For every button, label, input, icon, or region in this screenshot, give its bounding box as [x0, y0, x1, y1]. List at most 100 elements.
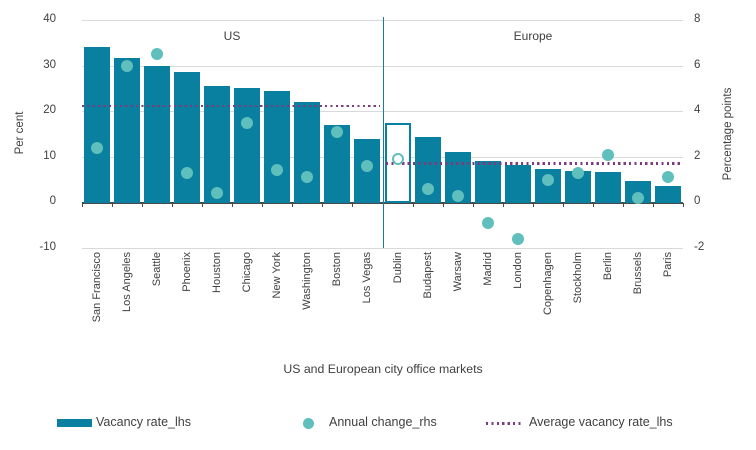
right-axis-tick--2: -2	[694, 241, 705, 253]
bar-san-francisco	[84, 47, 111, 204]
x-axis-tick	[262, 203, 264, 208]
legend-dotted-line-swatch-icon	[486, 422, 523, 425]
dot-houston	[211, 187, 224, 200]
right-axis-tick-2: 2	[694, 149, 701, 162]
dot-brussels	[631, 191, 644, 204]
x-label-copenhagen: Copenhagen	[541, 252, 554, 316]
dot-dublin	[391, 153, 404, 166]
x-label-new-york: New York	[271, 252, 284, 299]
legend-label-annual-change: Annual change_rhs	[329, 415, 437, 429]
x-axis-tick	[592, 203, 594, 208]
x-axis-tick	[112, 203, 114, 208]
dot-paris	[661, 171, 674, 184]
x-axis-tick	[652, 203, 654, 208]
x-label-london: London	[511, 252, 524, 289]
dot-los-angeles	[121, 59, 134, 72]
x-label-warsaw: Warsaw	[451, 252, 464, 292]
x-label-los-angeles: Los Angeles	[121, 252, 134, 312]
x-axis-tick	[472, 203, 474, 208]
dot-new-york	[271, 164, 284, 177]
x-axis-title: US and European city office markets	[283, 362, 483, 376]
x-axis-tick	[442, 203, 444, 208]
dot-washington	[301, 171, 314, 184]
x-label-boston: Boston	[331, 252, 344, 287]
bar-houston	[204, 85, 231, 204]
bar-boston	[324, 124, 351, 204]
dot-copenhagen	[541, 173, 554, 186]
x-axis-tick	[532, 203, 534, 208]
x-axis-tick	[412, 203, 414, 208]
right-axis-tick-0: 0	[694, 195, 701, 208]
dot-san-francisco	[91, 141, 104, 154]
bar-phoenix	[174, 71, 201, 204]
dot-chicago	[241, 116, 254, 129]
x-axis-tick	[142, 203, 144, 208]
x-label-brussels: Brussels	[631, 252, 644, 295]
right-axis-tick-6: 6	[694, 58, 701, 71]
x-axis-tick	[502, 203, 504, 208]
right-axis-title: Percentage points	[722, 87, 734, 181]
x-label-stockholm: Stockholm	[571, 252, 584, 304]
group-title-us: US	[223, 29, 241, 43]
legend-dot-swatch-icon	[303, 418, 314, 429]
x-label-budapest: Budapest	[421, 252, 434, 299]
gridline--10	[82, 248, 683, 249]
bar-los-angeles	[114, 58, 141, 204]
dot-seattle	[151, 48, 164, 61]
dot-stockholm	[571, 166, 584, 179]
x-axis-tick	[172, 203, 174, 208]
x-axis-tick	[622, 203, 624, 208]
x-axis-tick	[232, 203, 234, 208]
bar-seattle	[144, 65, 171, 204]
dot-berlin	[601, 148, 614, 161]
x-label-los-vegas: Los Vegas	[361, 252, 374, 304]
left-axis-tick-0: 0	[49, 195, 56, 208]
x-label-houston: Houston	[211, 252, 224, 293]
x-label-berlin: Berlin	[601, 252, 614, 281]
left-axis-tick-20: 20	[43, 104, 56, 117]
right-axis-tick-8: 8	[694, 13, 701, 25]
dot-phoenix	[181, 166, 194, 179]
average-line-us	[82, 104, 380, 108]
bar-berlin	[594, 171, 621, 204]
x-axis-tick	[82, 203, 83, 208]
dot-los-vegas	[361, 159, 374, 172]
x-label-chicago: Chicago	[241, 252, 254, 293]
legend-label-average-vacancy-rate: Average vacancy rate_lhs	[529, 415, 673, 429]
right-axis-tick-4: 4	[694, 104, 701, 117]
x-label-paris: Paris	[661, 252, 674, 278]
x-label-seattle: Seattle	[151, 252, 164, 287]
legend-bar-swatch-icon	[57, 419, 92, 427]
x-axis-tick	[292, 203, 294, 208]
bar-washington	[294, 102, 321, 204]
bar-paris	[654, 185, 681, 204]
left-axis-tick-10: 10	[43, 149, 56, 162]
x-label-madrid: Madrid	[481, 252, 494, 286]
x-label-phoenix: Phoenix	[181, 252, 194, 292]
dot-boston	[331, 125, 344, 138]
bar-new-york	[264, 91, 291, 204]
x-label-dublin: Dublin	[391, 252, 404, 284]
group-title-europe: Europe	[513, 29, 553, 43]
region-separator-line	[382, 17, 385, 248]
left-axis-tick-40: 40	[43, 13, 56, 25]
x-label-washington: Washington	[301, 252, 314, 310]
bar-madrid	[474, 161, 501, 204]
x-axis-tick	[202, 203, 204, 208]
x-axis-tick	[683, 203, 684, 208]
left-axis-title: Per cent	[14, 111, 26, 155]
dot-warsaw	[451, 189, 464, 202]
legend-label-vacancy-rate: Vacancy rate_lhs	[96, 415, 191, 429]
x-axis-tick	[352, 203, 354, 208]
average-line-europe	[385, 162, 683, 165]
x-label-san-francisco: San Francisco	[91, 252, 104, 323]
x-axis-tick	[322, 203, 324, 208]
left-axis-tick-30: 30	[43, 58, 56, 71]
dot-madrid	[481, 216, 494, 229]
bar-chicago	[234, 88, 261, 204]
dot-london	[511, 232, 524, 245]
dot-budapest	[421, 182, 434, 195]
x-axis-tick	[562, 203, 564, 208]
left-axis-tick--10: -10	[39, 241, 56, 253]
